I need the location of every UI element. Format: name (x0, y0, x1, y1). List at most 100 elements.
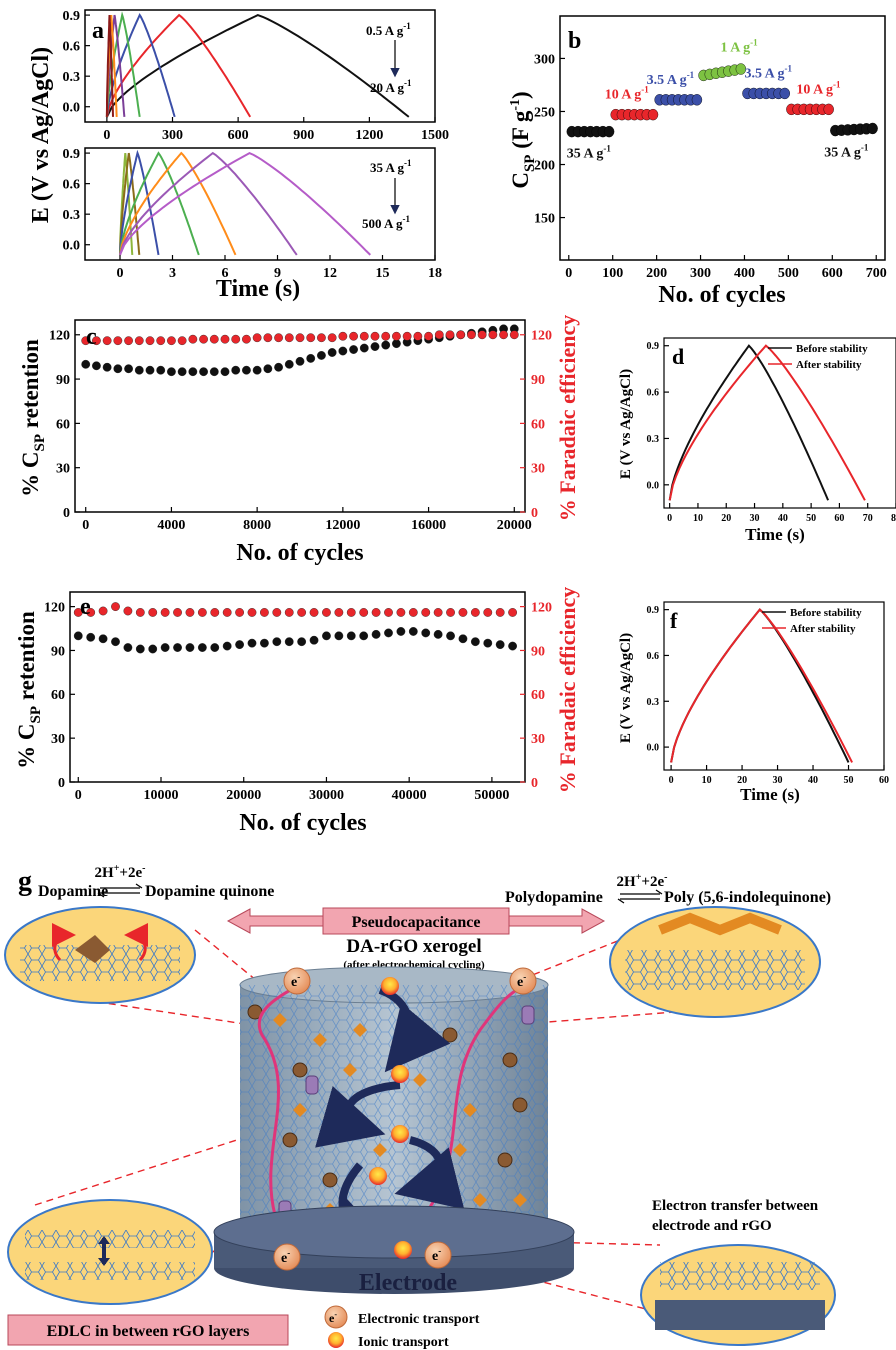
legend-label: After stability (796, 359, 862, 371)
rate-marker (603, 125, 615, 138)
efficiency-point (346, 608, 356, 617)
retention-point (309, 635, 319, 645)
inset-bottom-left (7, 1199, 213, 1305)
x-tick-label: 20 (737, 775, 747, 786)
gcd-curve-5 (119, 151, 298, 256)
efficiency-point (148, 608, 158, 617)
efficiency-point (371, 608, 381, 617)
panel-a-top-plot: 0 300 600 900 1200 1500 0.0 0.3 0.6 0.9 (63, 9, 450, 143)
retention-point (349, 345, 358, 354)
reaction-above-right: 2H++2e- (617, 872, 668, 890)
retention-point (220, 367, 230, 377)
electron-icon (273, 1243, 301, 1271)
retention-point (124, 364, 133, 374)
legend-label: Before stability (796, 343, 868, 355)
panel-f-frame (663, 601, 885, 771)
panel-e-xlabel: No. of cycles (239, 810, 366, 836)
y-tick-label: 0.0 (647, 743, 660, 754)
retention-point (242, 365, 251, 375)
y2-tick-label: 0 (531, 776, 538, 791)
gcd-curve-0 (668, 344, 830, 501)
indolequinone-unit-icon (473, 1193, 487, 1207)
efficiency-point (220, 334, 230, 344)
rate-marker (823, 103, 834, 116)
efficiency-point (483, 608, 493, 617)
y-tick-label: 0.3 (63, 70, 81, 85)
panel-c-xlabel: No. of cycles (236, 540, 363, 566)
retention-point (458, 634, 468, 644)
retention-point (272, 637, 282, 647)
y2-tick-label: 60 (531, 417, 545, 432)
panel-d-legend: Before stability After stability (768, 343, 868, 371)
ylabel-sub: SP (32, 434, 48, 452)
x-tick-label: 60 (879, 775, 889, 786)
y2-tick-label: 30 (531, 732, 545, 747)
x-tick-label: 40 (778, 513, 788, 524)
efficiency-point (231, 334, 241, 344)
x-tick-label: 30 (773, 775, 783, 786)
efficiency-point (199, 334, 208, 344)
retention-point (433, 629, 443, 639)
efficiency-point (124, 336, 133, 346)
ylabel-close: ) (508, 91, 533, 99)
electron-symbol: e- (329, 1310, 337, 1325)
efficiency-point (509, 330, 519, 340)
efficiency-point (134, 336, 144, 346)
efficiency-point (359, 331, 369, 341)
retention-point (177, 367, 187, 377)
panel-b-letter: b (568, 28, 581, 54)
y-tick-label: 90 (51, 644, 65, 659)
efficiency-point (322, 608, 331, 617)
electron-icon (424, 1241, 452, 1269)
electron-symbol: e- (517, 972, 526, 990)
y-tick-label: 120 (44, 601, 65, 616)
x-tick-label: 0 (565, 266, 572, 281)
right-reaction: 2H++2e- Polydopamine Poly (5,6-indolequi… (505, 872, 831, 906)
retention-point (81, 359, 91, 369)
efficiency-point (359, 608, 369, 617)
gcd-curve-2 (105, 13, 176, 118)
y-tick-label: 150 (534, 211, 555, 226)
efficiency-point (272, 608, 282, 617)
panel-a-xlabel: Time (s) (216, 276, 300, 302)
efficiency-point (81, 336, 91, 346)
electron-transfer-label-1: Electron transfer between (652, 1198, 819, 1214)
retention-point (483, 638, 493, 648)
efficiency-point (297, 608, 307, 617)
y-tick-label: 60 (56, 417, 70, 432)
efficiency-point (413, 331, 423, 341)
efficiency-point (349, 331, 358, 341)
efficiency-point (222, 608, 232, 617)
retention-point (274, 362, 283, 372)
x-tick-label: 6 (222, 266, 229, 281)
ion-legend-icon (328, 1332, 344, 1348)
panel-b-plot: 0 100 200 300 400 500 600 700 150 200 250 300 35 A g… (534, 37, 887, 281)
electron-legend-icon (324, 1305, 348, 1329)
retention-point (338, 346, 348, 356)
efficiency-point (434, 330, 444, 340)
ion-icon (391, 1125, 409, 1143)
y-tick-label: 0.3 (647, 697, 660, 708)
transport-legend: e- Electronic transport Ionic transport (324, 1305, 480, 1350)
dopamine-molecule-icon (292, 1062, 308, 1078)
efficiency-point (177, 336, 187, 346)
x-tick-label: 10000 (144, 788, 179, 803)
efficiency-point (210, 608, 220, 617)
rate-sup: -1 (404, 158, 412, 168)
x-tick-label: 18 (428, 266, 442, 281)
efficiency-point (456, 330, 466, 340)
efficiency-point (263, 333, 273, 343)
x-tick-label: 0 (103, 128, 110, 143)
pseudocapacitance-arrow: Pseudocapacitance (226, 907, 606, 935)
efficiency-point (235, 608, 244, 617)
panel-c-ylabel: % CSP retention (18, 339, 48, 497)
x-tick-label: 30000 (309, 788, 344, 803)
efficiency-point (284, 333, 294, 343)
dopamine-molecule-icon (322, 1172, 338, 1188)
polymer-segment-icon (305, 1075, 319, 1095)
rate-label-low: 500 A g (362, 216, 403, 231)
efficiency-point (470, 608, 480, 617)
xerogel-title: DA-rGO xerogel (346, 936, 481, 957)
retention-point (148, 644, 158, 654)
x-tick-label: 300 (162, 128, 183, 143)
